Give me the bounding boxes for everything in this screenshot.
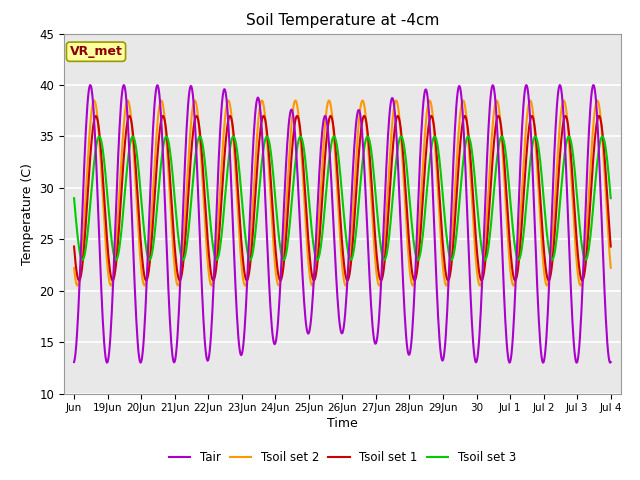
Y-axis label: Temperature (C): Temperature (C) (21, 163, 34, 264)
Tair (607, 359, 614, 365)
Tsoil set 1 (75, 277, 83, 283)
Tair (523, 83, 531, 89)
Line: Tsoil set 1: Tsoil set 1 (74, 116, 611, 280)
Tsoil set 1 (145, 268, 153, 274)
Tair (456, 84, 463, 89)
Tair (70, 359, 78, 365)
Tsoil set 3 (145, 256, 153, 262)
Line: Tsoil set 3: Tsoil set 3 (74, 136, 611, 260)
Tsoil set 2 (189, 104, 196, 109)
Tair (589, 82, 597, 88)
Tsoil set 2 (508, 280, 516, 286)
Tair (507, 356, 515, 362)
Tsoil set 2 (70, 265, 78, 271)
Tsoil set 1 (79, 255, 87, 261)
Tsoil set 2 (90, 97, 98, 103)
Tair (188, 87, 196, 93)
Tsoil set 2 (275, 283, 283, 288)
Legend: Tair, Tsoil set 2, Tsoil set 1, Tsoil set 3: Tair, Tsoil set 2, Tsoil set 1, Tsoil se… (164, 446, 520, 469)
Tsoil set 1 (458, 132, 465, 137)
Tsoil set 3 (524, 180, 532, 185)
Text: VR_met: VR_met (70, 45, 122, 58)
Tsoil set 3 (79, 257, 86, 263)
Tsoil set 2 (144, 262, 152, 268)
Tair (79, 207, 86, 213)
Tsoil set 1 (524, 132, 532, 137)
Tsoil set 2 (524, 104, 532, 109)
Tsoil set 1 (92, 113, 100, 119)
Tsoil set 3 (189, 172, 197, 178)
Tsoil set 2 (79, 245, 86, 251)
X-axis label: Time: Time (327, 418, 358, 431)
Tsoil set 3 (70, 195, 78, 201)
Title: Soil Temperature at -4cm: Soil Temperature at -4cm (246, 13, 439, 28)
Tsoil set 2 (607, 265, 614, 271)
Line: Tair: Tair (74, 85, 611, 363)
Tsoil set 3 (458, 180, 465, 185)
Tsoil set 3 (508, 219, 516, 225)
Tsoil set 1 (607, 244, 614, 250)
Tsoil set 3 (607, 195, 614, 201)
Tsoil set 1 (70, 244, 78, 250)
Tsoil set 3 (79, 256, 87, 262)
Tair (606, 360, 614, 366)
Tsoil set 3 (95, 133, 103, 139)
Tsoil set 1 (508, 265, 516, 271)
Tair (143, 261, 151, 267)
Tsoil set 1 (189, 125, 197, 131)
Line: Tsoil set 2: Tsoil set 2 (74, 100, 611, 286)
Tsoil set 2 (458, 104, 465, 109)
